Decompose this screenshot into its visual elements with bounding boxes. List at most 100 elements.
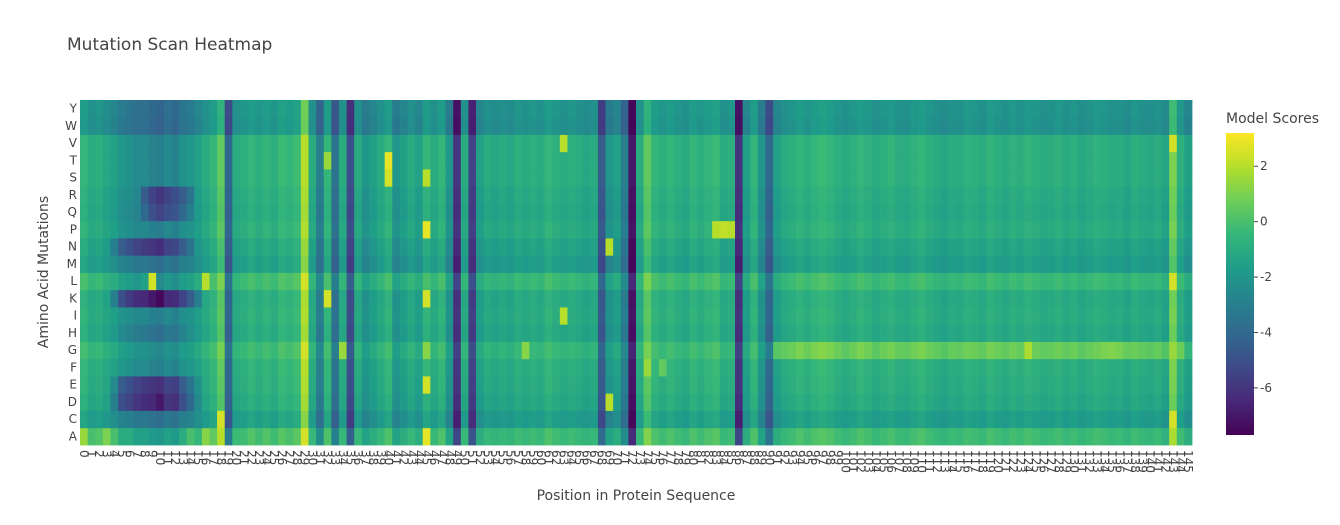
heatmap-cell	[194, 358, 203, 377]
heatmap-cell	[643, 376, 652, 394]
heatmap-cell	[712, 186, 721, 204]
heatmap-cell	[795, 255, 804, 273]
heatmap-cell	[849, 220, 858, 239]
heatmap-cell	[1039, 134, 1048, 153]
heatmap-cell	[110, 186, 119, 204]
heatmap-cell	[483, 324, 492, 342]
heatmap-cell	[1077, 151, 1086, 170]
heatmap-cell	[498, 324, 507, 342]
heatmap-cell	[285, 376, 294, 394]
heatmap-cell	[971, 169, 980, 187]
heatmap-cell	[887, 272, 896, 291]
heatmap-cell	[217, 410, 226, 429]
heatmap-cell	[1039, 324, 1048, 342]
heatmap-cell	[963, 376, 972, 394]
x-tick-label: 129	[1059, 450, 1073, 473]
heatmap-cell	[1092, 376, 1102, 394]
heatmap-cell	[293, 376, 302, 394]
heatmap-cell	[95, 134, 104, 153]
heatmap-cell	[331, 203, 340, 222]
heatmap-cell	[742, 186, 751, 204]
heatmap-cell	[582, 255, 591, 273]
heatmap-cell	[1115, 358, 1124, 377]
heatmap-cell	[323, 272, 332, 291]
heatmap-cell	[795, 186, 804, 204]
x-tick-label: 93	[785, 450, 799, 465]
heatmap-cell	[1161, 186, 1170, 204]
heatmap-cell	[316, 220, 325, 239]
heatmap-cell	[338, 410, 347, 429]
heatmap-cell	[179, 134, 188, 153]
heatmap-cell	[750, 151, 759, 170]
heatmap-cell	[110, 220, 119, 239]
heatmap-cell	[628, 100, 637, 118]
x-tick-label: 57	[511, 450, 525, 465]
heatmap-cell	[201, 427, 210, 446]
heatmap-cell	[971, 100, 980, 118]
heatmap-cell	[498, 307, 507, 325]
heatmap-cell	[125, 358, 134, 377]
heatmap-cell	[1039, 289, 1048, 308]
heatmap-cell	[437, 324, 446, 342]
heatmap-cell	[300, 100, 309, 118]
heatmap-cell	[125, 238, 134, 256]
heatmap-cell	[605, 203, 614, 222]
heatmap-cell	[476, 255, 485, 273]
heatmap-cell	[392, 151, 401, 170]
heatmap-cell	[620, 427, 629, 446]
heatmap-cell	[316, 272, 325, 291]
heatmap-cell	[597, 169, 606, 187]
heatmap-cell	[795, 289, 804, 308]
heatmap-cell	[194, 151, 203, 170]
heatmap-cell	[894, 117, 903, 135]
heatmap-cell	[864, 169, 873, 187]
heatmap-cell	[681, 341, 690, 360]
heatmap-cell	[1123, 169, 1132, 187]
heatmap-cell	[1100, 410, 1109, 429]
heatmap-cell	[521, 410, 530, 429]
heatmap-cell	[194, 186, 203, 204]
heatmap-cell	[666, 220, 675, 239]
x-tick-label: 3	[100, 450, 114, 458]
heatmap-cell	[757, 117, 766, 135]
heatmap-cell	[719, 117, 728, 135]
heatmap-cell	[102, 358, 111, 377]
heatmap-cell	[1062, 324, 1071, 342]
heatmap-cell	[186, 427, 195, 446]
heatmap-cell	[186, 272, 195, 291]
heatmap-cell	[118, 117, 127, 135]
heatmap-cell	[902, 151, 911, 170]
heatmap-cell	[1184, 341, 1193, 360]
heatmap-cell	[460, 376, 469, 394]
heatmap-cell	[712, 393, 721, 411]
heatmap-cell	[613, 134, 622, 153]
heatmap-cell	[1024, 376, 1033, 394]
heatmap-cell	[628, 186, 637, 204]
x-tick-label: 134	[1097, 450, 1111, 473]
heatmap-cell	[491, 255, 500, 273]
heatmap-cell	[643, 324, 652, 342]
heatmap-cell	[415, 151, 424, 170]
heatmap-cell	[430, 203, 439, 222]
heatmap-cell	[902, 307, 911, 325]
heatmap-cell	[681, 220, 690, 239]
heatmap-cell	[674, 151, 683, 170]
heatmap-cell	[468, 255, 477, 273]
heatmap-cell	[331, 289, 340, 308]
heatmap-cell	[140, 151, 149, 170]
heatmap-cell	[125, 393, 134, 411]
heatmap-cell	[613, 220, 622, 239]
heatmap-cell	[1161, 220, 1170, 239]
heatmap-cell	[232, 203, 241, 222]
heatmap-cell	[925, 117, 934, 135]
heatmap-cell	[978, 272, 987, 291]
heatmap-cell	[110, 272, 119, 291]
heatmap-cell	[1123, 358, 1132, 377]
heatmap-cell	[529, 324, 538, 342]
heatmap-cell	[788, 220, 797, 239]
heatmap-cell	[293, 307, 302, 325]
heatmap-cell	[194, 117, 203, 135]
heatmap-cell	[536, 410, 546, 429]
heatmap-cell	[597, 220, 606, 239]
heatmap-cell	[1062, 410, 1071, 429]
